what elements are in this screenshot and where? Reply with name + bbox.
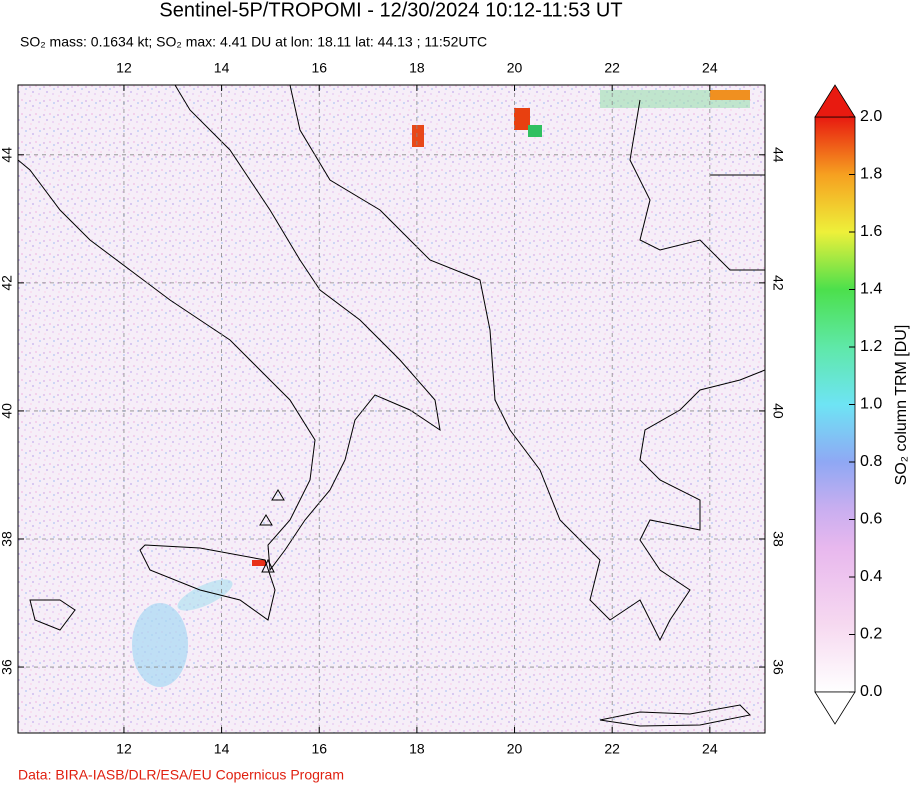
colorbar-tick-label: 1.8 bbox=[860, 166, 882, 183]
lat-tick-label: 40 bbox=[770, 403, 786, 419]
colorbar-tick-label: 1.0 bbox=[860, 396, 882, 413]
lat-tick-label: 44 bbox=[0, 147, 15, 163]
lon-tick-label: 22 bbox=[604, 60, 620, 76]
lon-tick-label: 12 bbox=[116, 741, 132, 757]
colorbar-tick-label: 0.6 bbox=[860, 511, 882, 528]
lat-tick-label: 36 bbox=[0, 659, 15, 675]
map-frame bbox=[17, 84, 766, 734]
colorbar-tick-label: 0.0 bbox=[860, 683, 882, 700]
graticule bbox=[18, 85, 765, 733]
title: Sentinel-5P/TROPOMI - 12/30/2024 10:12-1… bbox=[159, 0, 622, 21]
plumes bbox=[132, 90, 750, 687]
lon-tick-label: 20 bbox=[507, 60, 523, 76]
colorbar-tick-label: 1.6 bbox=[860, 223, 882, 240]
lat-tick-label: 42 bbox=[0, 275, 15, 291]
colorbar: SO₂ column TRM [DU] 0.0 0.2 0.4 0.6 0.8 1.0 1.… bbox=[814, 84, 910, 725]
subtitle: SO₂ mass: 0.1634 kt; SO₂ max: 4.41 DU at… bbox=[20, 34, 487, 50]
colorbar-tick-label: 0.2 bbox=[860, 626, 882, 643]
lon-tick-label: 24 bbox=[702, 60, 718, 76]
lon-tick-label: 24 bbox=[702, 741, 718, 757]
lat-tick-label: 36 bbox=[770, 659, 786, 675]
coastlines bbox=[18, 85, 765, 727]
map-background bbox=[18, 85, 765, 733]
colorbar-max-arrow bbox=[814, 84, 856, 118]
lat-tick-label: 38 bbox=[0, 531, 15, 547]
lon-tick-label: 18 bbox=[409, 60, 425, 76]
lat-tick-label: 40 bbox=[0, 403, 15, 419]
lon-tick-label: 22 bbox=[604, 741, 620, 757]
colorbar-tick-label: 2.0 bbox=[860, 108, 882, 125]
lon-tick-label: 12 bbox=[116, 60, 132, 76]
lon-tick-label: 18 bbox=[409, 741, 425, 757]
lat-tick-label: 38 bbox=[770, 531, 786, 547]
map bbox=[17, 84, 766, 734]
lat-tick-label: 44 bbox=[770, 147, 786, 163]
colorbar-tick-label: 1.4 bbox=[860, 281, 882, 298]
lon-tick-label: 20 bbox=[507, 741, 523, 757]
lon-tick-label: 14 bbox=[214, 60, 230, 76]
colorbar-tick-label: 0.8 bbox=[860, 453, 882, 470]
lon-tick-label: 14 bbox=[214, 741, 230, 757]
lon-tick-label: 16 bbox=[311, 60, 327, 76]
colorbar-tick-label: 1.2 bbox=[860, 338, 882, 355]
lon-tick-label: 16 bbox=[311, 741, 327, 757]
colorbar-label: SO₂ column TRM [DU] bbox=[893, 325, 910, 486]
credit: Data: BIRA-IASB/DLR/ESA/EU Copernicus Pr… bbox=[18, 767, 344, 783]
colorbar-tick-label: 0.4 bbox=[860, 568, 882, 585]
colorbar-min-arrow bbox=[814, 691, 856, 725]
lat-tick-label: 42 bbox=[770, 275, 786, 291]
